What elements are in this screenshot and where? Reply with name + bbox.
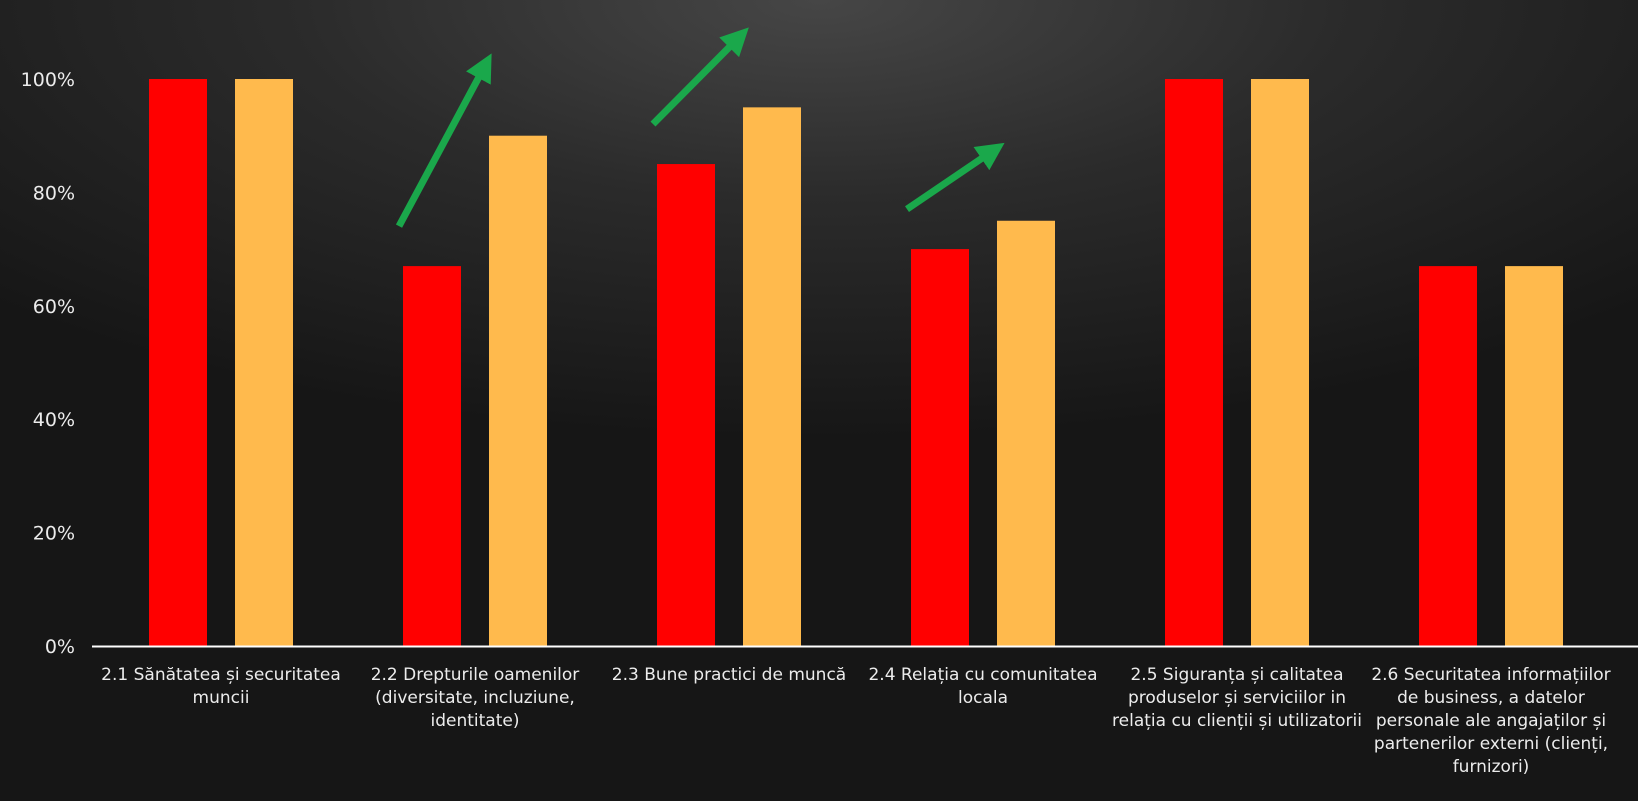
bar [235,79,293,646]
x-tick-label: 2.4 Relația cu comunitatea locala [868,665,1098,708]
increase-arrow [650,27,749,127]
bar [743,107,801,647]
bar [997,220,1055,646]
bar [1165,79,1223,646]
x-tick-label: 2.5 Siguranța și calitatea produselor și… [1112,665,1362,731]
bar [489,135,547,646]
bar [1505,266,1563,646]
x-tick-label: 2.1 Sănătatea și securitatea muncii [101,665,341,708]
y-tick-label: 40% [33,409,75,431]
y-tick-label: 0% [45,636,75,658]
increase-arrow [395,53,492,228]
y-tick-label: 80% [33,182,75,204]
increase-arrow [905,142,1005,212]
bar [657,164,715,647]
x-tick-label: 2.6 Securitatea informațiilor de busines… [1371,665,1611,777]
x-tick-label: 2.3 Bune practici de muncă [611,665,847,685]
bar [911,249,969,646]
bar [1251,79,1309,646]
y-tick-label: 100% [21,69,75,91]
bar [1419,266,1477,646]
bar [149,79,207,646]
x-tick-label: 2.2 Drepturile oamenilor (diversitate, i… [370,665,580,731]
y-tick-label: 20% [33,523,75,545]
bar [403,266,461,646]
y-tick-label: 60% [33,296,75,318]
